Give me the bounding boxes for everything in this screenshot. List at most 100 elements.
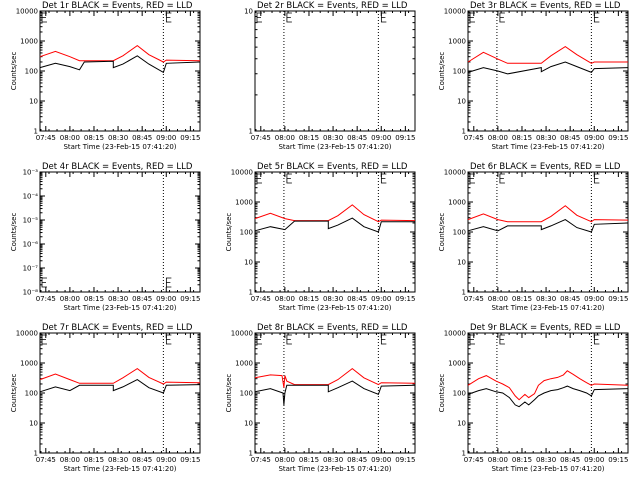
lld-series-line [467, 370, 629, 401]
lld-series-line [254, 204, 416, 223]
e-marker [499, 173, 505, 184]
e-marker [593, 12, 600, 23]
lld-series-line [39, 367, 201, 385]
y-axis-label: Counts/sec [225, 374, 233, 413]
panel-title: Det 7r BLACK = Events, RED = LLD [42, 323, 193, 333]
y-axis-label: Counts/sec [10, 52, 18, 91]
x-axis-label: Start Time (23-Feb-15 07:41:20) [491, 304, 604, 312]
lld-series-line [254, 367, 416, 388]
x-tick-label: 09:15 [395, 134, 415, 142]
y-tick-label: 10⁻⁷ [23, 265, 39, 273]
x-tick-label: 07:45 [251, 134, 271, 142]
x-axis-label: Start Time (23-Feb-15 07:41:20) [491, 465, 604, 473]
x-tick-label: 08:45 [132, 134, 152, 142]
x-tick-label: 07:45 [36, 295, 56, 303]
e-marker [256, 12, 262, 23]
e-marker [380, 173, 387, 184]
panel-title: Det 1r BLACK = Events, RED = LLD [42, 1, 193, 11]
panel-title: Det 8r BLACK = Events, RED = LLD [257, 323, 408, 333]
events-series-line [254, 380, 416, 405]
x-tick-label: 09:15 [608, 295, 628, 303]
y-tick-label: 100 [25, 68, 38, 76]
y-tick-label: 1 [462, 289, 466, 297]
y-tick-label: 1 [34, 450, 38, 458]
x-tick-label: 09:00 [584, 295, 604, 303]
x-tick-label: 09:15 [180, 295, 200, 303]
panel-title: Det 9r BLACK = Events, RED = LLD [470, 323, 621, 333]
x-tick-label: 08:15 [299, 295, 319, 303]
lld-series-line [467, 45, 628, 64]
x-tick-label: 07:45 [36, 456, 56, 464]
y-tick-label: 10 [244, 8, 253, 16]
y-tick-label: 10⁻⁴ [23, 193, 39, 201]
lld-series-line [39, 44, 201, 63]
x-tick-label: 07:45 [464, 295, 484, 303]
y-tick-label: 1 [249, 289, 253, 297]
x-tick-label: 08:15 [84, 134, 104, 142]
x-tick-label: 07:45 [251, 295, 271, 303]
e-marker [593, 173, 600, 184]
events-series-line [467, 219, 629, 233]
y-tick-label: 10000 [231, 330, 253, 338]
x-axis-label: Start Time (23-Feb-15 07:41:20) [63, 143, 176, 151]
x-tick-label: 08:45 [347, 295, 367, 303]
x-axis-label: Start Time (23-Feb-15 07:41:20) [63, 304, 176, 312]
y-tick-label: 10 [457, 98, 466, 106]
x-tick-label: 08:15 [84, 295, 104, 303]
x-tick-label: 08:45 [560, 295, 580, 303]
x-tick-label: 08:45 [132, 295, 152, 303]
x-tick-label: 08:00 [275, 456, 295, 464]
x-tick-label: 08:00 [60, 295, 80, 303]
y-tick-label: 10⁻⁸ [23, 289, 39, 297]
x-tick-label: 08:15 [84, 456, 104, 464]
e-marker [165, 334, 172, 345]
events-series-line [39, 379, 201, 394]
x-tick-label: 08:00 [488, 134, 508, 142]
y-tick-label: 10 [29, 98, 38, 106]
e-marker [499, 334, 505, 345]
events-series-line [39, 55, 201, 74]
x-tick-label: 08:30 [323, 295, 343, 303]
e-marker [380, 12, 387, 23]
x-tick-label: 08:30 [108, 295, 128, 303]
e-marker [41, 334, 47, 345]
y-tick-label: 10 [457, 259, 466, 267]
y-tick-label: 1 [249, 128, 253, 136]
x-axis-label: Start Time (23-Feb-15 07:41:20) [63, 465, 176, 473]
y-tick-label: 100 [453, 229, 466, 237]
e-marker [286, 12, 292, 23]
e-marker [41, 12, 47, 23]
y-tick-label: 10000 [231, 169, 253, 177]
x-tick-label: 08:45 [560, 456, 580, 464]
x-tick-label: 08:15 [299, 134, 319, 142]
x-tick-label: 08:15 [512, 134, 532, 142]
x-tick-label: 09:15 [180, 134, 200, 142]
y-tick-label: 1 [462, 450, 466, 458]
x-tick-label: 09:15 [608, 134, 628, 142]
e-marker [499, 12, 505, 23]
y-tick-label: 100 [453, 390, 466, 398]
x-tick-label: 09:15 [180, 456, 200, 464]
lld-series-line [467, 205, 629, 223]
x-tick-label: 08:00 [488, 295, 508, 303]
x-tick-label: 07:45 [36, 134, 56, 142]
x-tick-label: 08:30 [536, 134, 556, 142]
x-tick-label: 09:00 [156, 456, 176, 464]
y-tick-label: 10⁻⁶ [23, 241, 39, 249]
y-tick-label: 1000 [20, 360, 38, 368]
x-tick-label: 09:00 [584, 134, 604, 142]
y-tick-label: 1000 [235, 360, 253, 368]
x-tick-label: 08:45 [132, 456, 152, 464]
x-tick-label: 08:00 [275, 295, 295, 303]
y-tick-label: 10000 [16, 8, 38, 16]
x-tick-label: 07:45 [251, 456, 271, 464]
y-tick-label: 10 [244, 420, 253, 428]
y-tick-label: 1000 [448, 360, 466, 368]
y-axis-label: Counts/sec [438, 52, 446, 91]
y-tick-label: 10000 [444, 330, 466, 338]
